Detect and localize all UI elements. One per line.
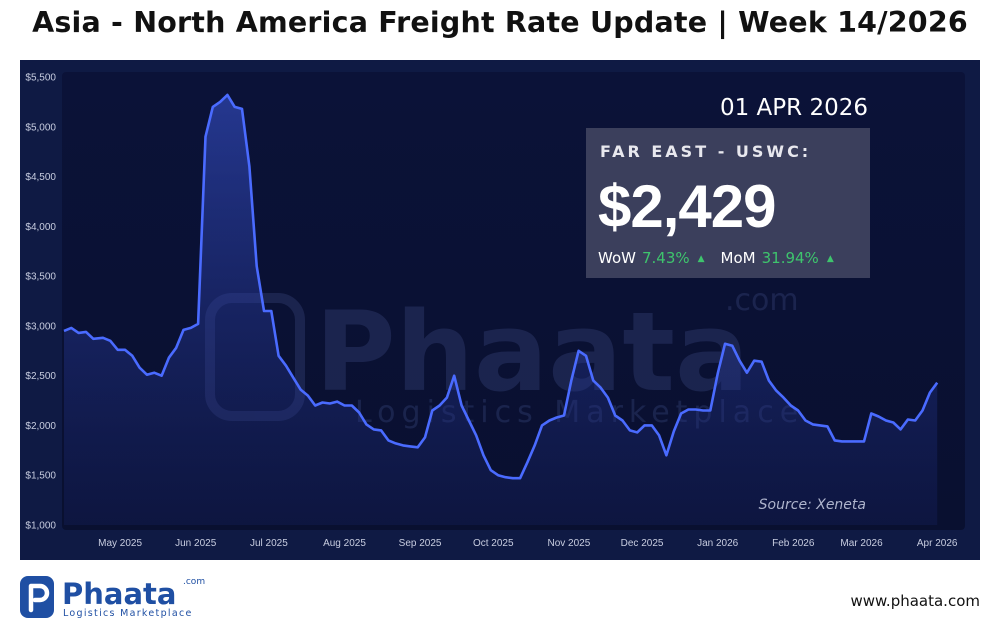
y-tick-label: $3,500 <box>25 272 56 283</box>
footer-url: www.phaata.com <box>850 592 981 610</box>
watermark-brand: Phaata <box>315 288 749 416</box>
y-tick-label: $1,500 <box>25 471 56 482</box>
rate-area <box>64 94 938 526</box>
footer-logo: Phaata .com Logistics Marketplace <box>20 576 205 619</box>
y-tick-label: $1,000 <box>25 521 56 532</box>
y-tick-label: $2,000 <box>25 421 56 432</box>
y-tick-label: $5,500 <box>25 73 56 84</box>
y-tick-label: $4,500 <box>25 172 56 183</box>
x-axis: May 2025 Jun 2025 Jul 2025 Aug 2025 Sep 2025… <box>98 538 958 549</box>
triangle-up-icon: ▲ <box>697 254 705 264</box>
y-tick-label: $2,500 <box>25 371 56 382</box>
logo-brand: Phaata <box>62 577 176 611</box>
page-title: Asia - North America Freight Rate Update… <box>32 6 968 39</box>
x-tick-label: Dec 2025 <box>621 538 664 549</box>
x-tick-label: Aug 2025 <box>323 538 366 549</box>
wow-label: WoW <box>598 249 636 267</box>
y-axis: $1,000 $1,500 $2,000 $2,500 $3,000 $3,500 $4,0… <box>25 73 56 532</box>
logo-tagline: Logistics Marketplace <box>63 608 193 619</box>
x-tick-label: May 2025 <box>98 538 142 549</box>
x-tick-label: Nov 2025 <box>547 538 590 549</box>
x-tick-label: Sep 2025 <box>399 538 442 549</box>
x-tick-label: Jan 2026 <box>697 538 739 549</box>
mom-label: MoM <box>720 249 756 267</box>
rate-date: 01 APR 2026 <box>719 95 868 121</box>
wow-value: 7.43% <box>641 249 690 267</box>
x-tick-label: Apr 2026 <box>917 538 958 549</box>
watermark-suffix: .com <box>725 283 799 318</box>
source-note: Source: Xeneta <box>758 497 866 513</box>
change-row: WoW 7.43% ▲ MoM 31.94% ▲ <box>598 249 834 267</box>
x-tick-label: Mar 2026 <box>840 538 883 549</box>
rate-value: $2,429 <box>598 173 777 240</box>
y-tick-label: $3,000 <box>25 321 56 332</box>
rate-card: FAR EAST - USWC: $2,429 WoW 7.43% ▲ MoM 31.9… <box>586 128 870 278</box>
x-tick-label: Jun 2025 <box>175 538 217 549</box>
triangle-up-icon: ▲ <box>826 254 834 264</box>
rate-series-line <box>63 93 939 480</box>
y-tick-label: $4,000 <box>25 222 56 233</box>
x-tick-label: Oct 2025 <box>473 538 514 549</box>
logo-mark-icon <box>20 576 54 618</box>
x-tick-label: Feb 2026 <box>772 538 815 549</box>
x-tick-label: Jul 2025 <box>250 538 288 549</box>
route-label: FAR EAST - USWC: <box>600 142 812 161</box>
logo-p-glyph-icon <box>28 583 50 613</box>
y-tick-label: $5,000 <box>25 122 56 133</box>
mom-value: 31.94% <box>761 249 819 267</box>
logo-suffix: .com <box>183 577 205 587</box>
